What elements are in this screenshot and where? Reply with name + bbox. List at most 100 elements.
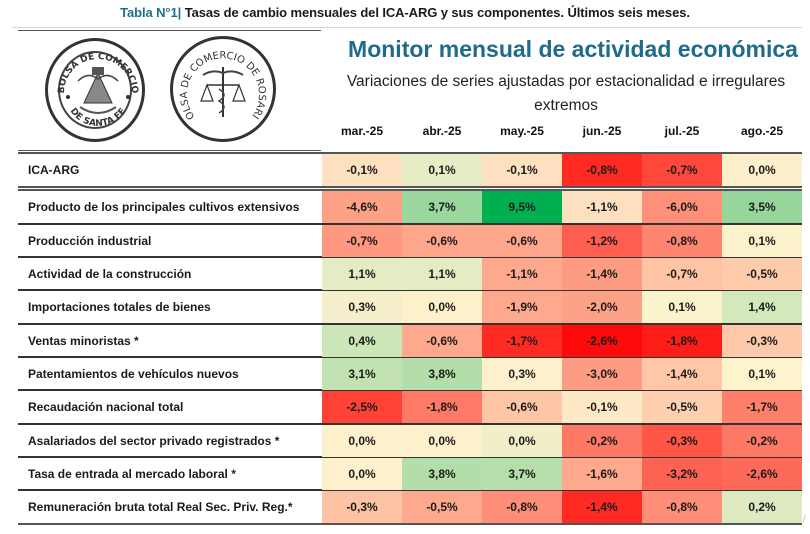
value-cell: 0,0% (322, 458, 402, 490)
table-row: Importaciones totales de bienes 0,3% 0,0% -… (18, 291, 802, 323)
value-cell: -0,6% (402, 225, 482, 257)
row-label: Ventas minoristas * (28, 334, 139, 348)
column-header: jun.-25 (582, 124, 622, 138)
column-header: mar.-25 (340, 124, 384, 138)
row-divider (18, 223, 802, 225)
table-row: Tasa de entrada al mercado laboral * 0,0%… (18, 458, 802, 490)
value-cell: -2,5% (322, 391, 402, 423)
column-header: may.-25 (500, 124, 544, 138)
monitor-title: Monitor mensual de actividad económica (348, 36, 798, 62)
value-cell: -0,1% (562, 391, 642, 423)
logos-bottom-rule (18, 150, 321, 151)
value-cell: 0,2% (722, 491, 802, 523)
value-cell: 0,3% (482, 358, 562, 390)
value-cell: 3,8% (402, 358, 482, 390)
row-label: Actividad de la construcción (28, 267, 192, 281)
table-row: Producto de los principales cultivos ext… (18, 191, 802, 223)
row-label: Asalariados del sector privado registrad… (28, 434, 280, 448)
value-cell: -2,0% (562, 291, 642, 323)
value-cell: -1,6% (562, 458, 642, 490)
value-cell: -0,2% (722, 425, 802, 457)
santa-fe-seal-icon: BOLSA DE COMERCIO DE SANTA FE (57, 52, 139, 129)
value-cell: 0,3% (322, 291, 402, 323)
value-cell: -0,1% (482, 154, 562, 186)
value-cell: -2,6% (722, 458, 802, 490)
value-cell: -1,1% (562, 191, 642, 223)
value-cell: -1,8% (642, 325, 722, 357)
row-divider (18, 289, 802, 291)
value-cell: -1,7% (482, 325, 562, 357)
column-header: ago.-25 (740, 124, 783, 138)
value-cell: 3,7% (482, 458, 562, 490)
value-cell: 0,1% (402, 154, 482, 186)
value-cell: -0,8% (642, 225, 722, 257)
value-cell: 0,0% (322, 425, 402, 457)
value-cell: -4,6% (322, 191, 402, 223)
value-cell: 9,5% (482, 191, 562, 223)
caption-divider (12, 27, 802, 28)
row-divider (18, 523, 802, 525)
value-cell: 3,7% (402, 191, 482, 223)
value-cell: -1,9% (482, 291, 562, 323)
value-cell: -6,0% (642, 191, 722, 223)
value-cell: -1,1% (482, 258, 562, 290)
value-cell: -0,6% (402, 325, 482, 357)
value-cell: 0,0% (402, 425, 482, 457)
row-divider (18, 323, 802, 325)
value-cell: -0,5% (402, 491, 482, 523)
value-cell: 0,1% (722, 225, 802, 257)
rosario-seal-icon: BOLSA DE COMERCIO DE ROSARIO (173, 39, 267, 121)
row-divider (18, 456, 802, 458)
row-label: Producción industrial (28, 234, 152, 248)
table-row-ica-arg: ICA-ARG -0,1% 0,1% -0,1% -0,8% -0,7% 0,0% (18, 154, 802, 186)
value-cell: -0,3% (322, 491, 402, 523)
table-row: Patentamientos de vehículos nuevos 3,1% 3,… (18, 358, 802, 390)
value-cell: -0,6% (482, 391, 562, 423)
row-label: Producto de los principales cultivos ext… (28, 200, 300, 214)
value-cell: -1,2% (562, 225, 642, 257)
value-cell: 1,1% (402, 258, 482, 290)
value-cell: 0,0% (482, 425, 562, 457)
row-divider (18, 356, 802, 358)
table-row: Ventas minoristas * 0,4% -0,6% -1,7% -2,6% -1… (18, 325, 802, 357)
value-cell: 0,4% (322, 325, 402, 357)
value-cell: -0,7% (642, 258, 722, 290)
value-cell: -3,2% (642, 458, 722, 490)
value-cell: -0,3% (722, 325, 802, 357)
value-cell: -0,2% (562, 425, 642, 457)
value-cell: -0,8% (642, 491, 722, 523)
row-label: ICA-ARG (28, 163, 80, 177)
value-cell: -0,1% (322, 154, 402, 186)
footer-mark: / (803, 514, 806, 525)
value-cell: -0,3% (642, 425, 722, 457)
row-divider (18, 186, 802, 188)
column-header: abr.-25 (422, 124, 462, 138)
value-cell: -0,8% (562, 154, 642, 186)
row-label: Remuneración bruta total Real Sec. Priv.… (28, 500, 293, 514)
value-cell: 0,1% (722, 358, 802, 390)
value-cell: -1,8% (402, 391, 482, 423)
value-cell: -2,6% (562, 325, 642, 357)
value-cell: -0,8% (482, 491, 562, 523)
table-caption: Tabla N°1| Tasas de cambio mensuales del… (0, 5, 810, 20)
value-cell: 1,4% (722, 291, 802, 323)
monitor-subtitle: Variaciones de series ajustadas por esta… (322, 70, 810, 118)
row-divider (18, 152, 802, 154)
svg-text:BOLSA DE COMERCIO DE ROSARIO: BOLSA DE COMERCIO DE ROSARIO (173, 39, 267, 121)
row-label: Tasa de entrada al mercado laboral * (28, 467, 236, 481)
value-cell: -0,5% (642, 391, 722, 423)
table-caption-text: Tasas de cambio mensuales del ICA-ARG y … (181, 5, 690, 20)
row-label: Patentamientos de vehículos nuevos (28, 367, 239, 381)
value-cell: 1,1% (322, 258, 402, 290)
svg-text:DE SANTA FE: DE SANTA FE (68, 106, 129, 129)
logos-top-rule (18, 30, 321, 31)
value-cell: -0,7% (642, 154, 722, 186)
value-cell: 0,0% (722, 154, 802, 186)
value-cell: -1,4% (642, 358, 722, 390)
table-row: Remuneración bruta total Real Sec. Priv.… (18, 491, 802, 523)
row-label: Recaudación nacional total (28, 400, 184, 414)
table-number: Tabla N°1| (120, 5, 182, 20)
table-row: Actividad de la construcción 1,1% 1,1% -1,1… (18, 258, 802, 290)
row-divider (18, 389, 802, 391)
row-label: Importaciones totales de bienes (28, 300, 211, 314)
